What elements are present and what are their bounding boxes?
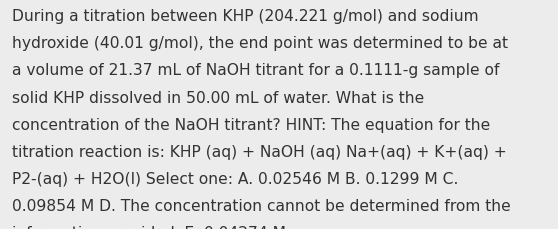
Text: hydroxide (40.01 g/mol), the end point was determined to be at: hydroxide (40.01 g/mol), the end point w…: [12, 36, 508, 51]
Text: 0.09854 M D. The concentration cannot be determined from the: 0.09854 M D. The concentration cannot be…: [12, 198, 511, 213]
Text: information provided. E. 0.04274 M: information provided. E. 0.04274 M: [12, 225, 286, 229]
Text: a volume of 21.37 mL of NaOH titrant for a 0.1111-g sample of: a volume of 21.37 mL of NaOH titrant for…: [12, 63, 500, 78]
Text: P2-(aq) + H2O(l) Select one: A. 0.02546 M B. 0.1299 M C.: P2-(aq) + H2O(l) Select one: A. 0.02546 …: [12, 171, 459, 186]
Text: concentration of the NaOH titrant? HINT: The equation for the: concentration of the NaOH titrant? HINT:…: [12, 117, 490, 132]
Text: During a titration between KHP (204.221 g/mol) and sodium: During a titration between KHP (204.221 …: [12, 9, 479, 24]
Text: solid KHP dissolved in 50.00 mL of water. What is the: solid KHP dissolved in 50.00 mL of water…: [12, 90, 425, 105]
Text: titration reaction is: KHP (aq) + NaOH (aq) Na+(aq) + K+(aq) +: titration reaction is: KHP (aq) + NaOH (…: [12, 144, 507, 159]
